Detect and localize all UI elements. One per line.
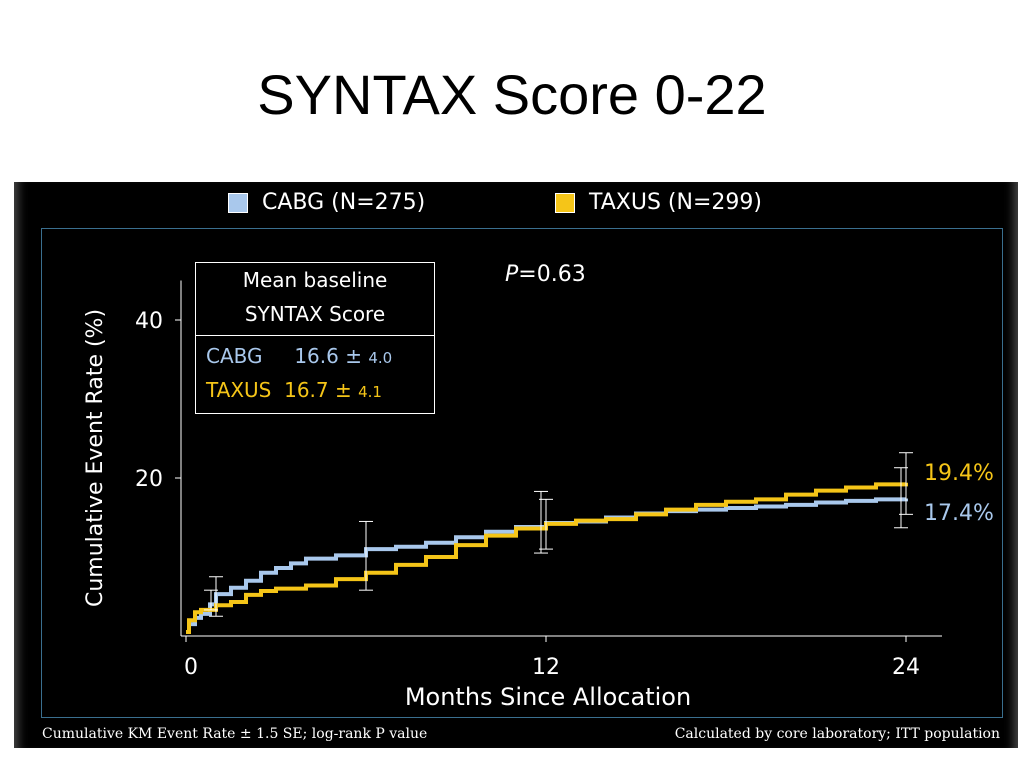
end-label-cabg: 17.4% (924, 501, 994, 526)
legend-item-taxus: TAXUS (N=299) (555, 190, 762, 215)
slide-title: SYNTAX Score 0-22 (257, 63, 767, 126)
p-value-symbol: P (505, 262, 519, 287)
baseline-sd: 4.0 (368, 349, 393, 367)
baseline-heading-line2: SYNTAX Score (244, 302, 386, 326)
baseline-mean: 16.7 (284, 378, 329, 402)
baseline-row-taxus: TAXUS 16.7 ± 4.1 (206, 373, 382, 407)
legend-swatch-taxus (555, 192, 575, 213)
baseline-pm: ± (345, 344, 362, 368)
legend-swatch-cabg (228, 192, 248, 213)
baseline-arm: TAXUS (206, 378, 272, 402)
baseline-heading-line1: Mean baseline (242, 268, 388, 292)
legend-label-cabg: CABG (N=275) (262, 190, 426, 215)
p-value: P=0.63 (505, 262, 586, 287)
y-tick-label: 20 (135, 467, 163, 492)
legend-label-taxus: TAXUS (N=299) (589, 190, 762, 215)
legend-item-cabg: CABG (N=275) (228, 190, 425, 215)
baseline-sd: 4.1 (358, 383, 382, 401)
km-curve-cabg (186, 497, 908, 635)
footnote-right: Calculated by core laboratory; ITT popul… (674, 726, 1000, 742)
plot-frame (41, 228, 1003, 718)
baseline-score-box: Mean baseline SYNTAX Score CABG 16.6 ± 4… (195, 262, 435, 414)
km-curve-taxus (186, 482, 908, 635)
chart-legend: CABG (N=275) TAXUS (N=299) (0, 190, 1024, 220)
x-tick-label: 12 (532, 655, 560, 680)
end-label-taxus: 19.4% (924, 461, 994, 486)
x-axis-title: Months Since Allocation (405, 683, 691, 711)
y-axis-title: Cumulative Event Rate (%) (83, 309, 108, 607)
x-tick-label: 0 (184, 655, 198, 680)
footnote-left: Cumulative KM Event Rate ± 1.5 SE; log-r… (42, 726, 428, 742)
p-value-text: =0.63 (518, 262, 586, 287)
baseline-mean: 16.6 (294, 344, 339, 368)
x-tick-label: 24 (892, 655, 920, 680)
y-tick-label: 40 (135, 309, 163, 334)
baseline-heading: Mean baseline SYNTAX Score (196, 263, 434, 336)
baseline-pm: ± (335, 378, 352, 402)
baseline-arm: CABG (206, 344, 263, 368)
baseline-row-cabg: CABG 16.6 ± 4.0 (206, 339, 392, 373)
